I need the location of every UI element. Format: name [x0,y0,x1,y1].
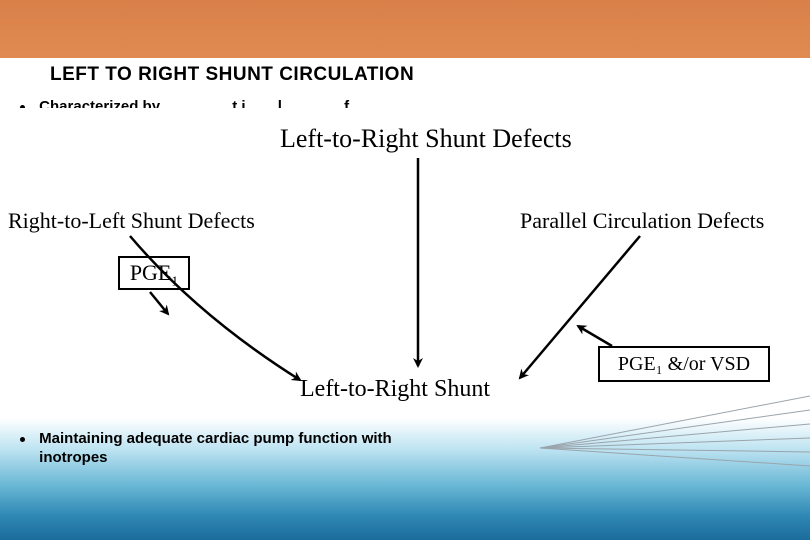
arrow-pge1-connector [150,292,168,314]
top-banner [0,0,810,58]
bottom-bullet-row: Maintaining adequate cardiac pump functi… [20,430,440,468]
arrow-left-bottom [130,236,300,380]
bullet-dot-icon [20,437,25,442]
diagram-arrows [0,108,810,418]
slide-title: LEFT TO RIGHT SHUNT CIRCULATION [50,64,414,86]
diagram-area: Left-to-Right Shunt Defects Right-to-Lef… [0,108,810,418]
arrow-right-bottom [520,236,640,378]
arrow-pge1vsd-connector [578,326,612,346]
bottom-bullet-text: Maintaining adequate cardiac pump functi… [39,430,419,468]
